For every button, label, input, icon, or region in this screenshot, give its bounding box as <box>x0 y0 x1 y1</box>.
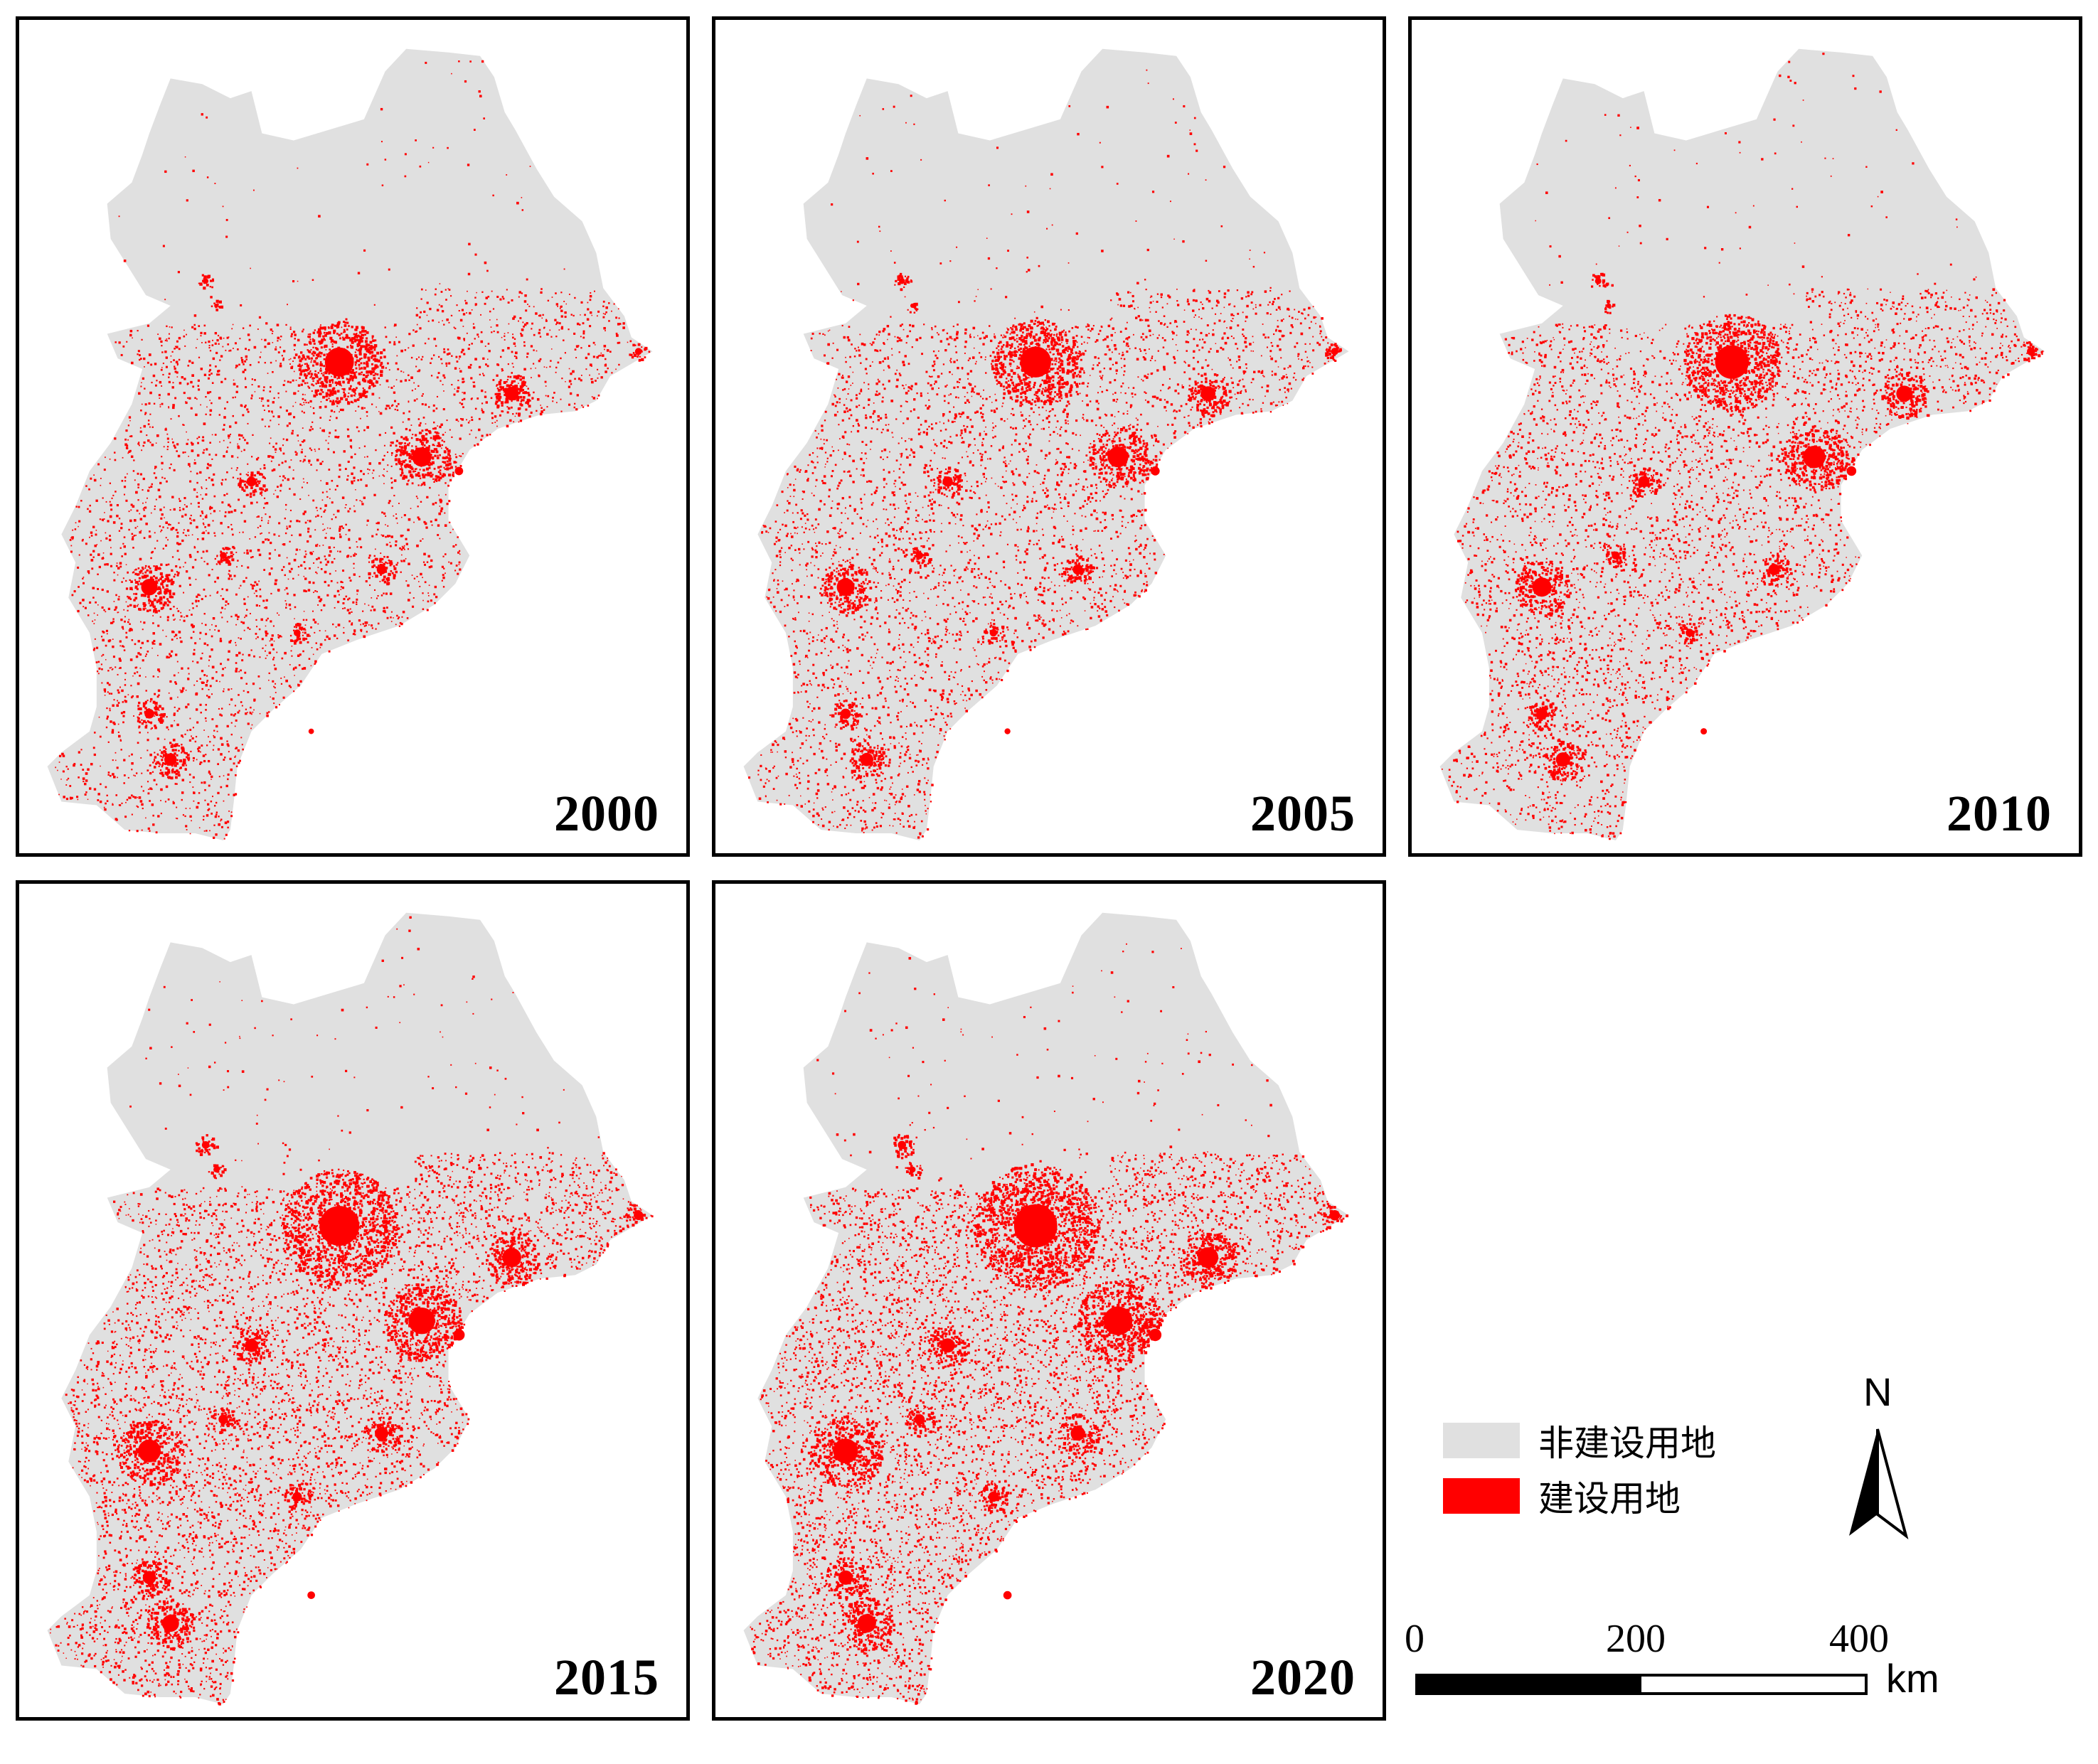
non-built-land-area <box>743 48 1349 840</box>
legend-item-non-built: 非建设用地 <box>1443 1415 1716 1466</box>
region-map <box>47 912 654 1706</box>
legend-swatch-non-built <box>1443 1423 1520 1458</box>
scale-unit: km <box>1886 1655 1939 1701</box>
non-built-land-area <box>47 48 653 840</box>
built-land-pixels <box>750 943 1349 1705</box>
region-map <box>47 48 653 840</box>
panel-year-label: 2020 <box>1250 1648 1356 1707</box>
built-land-pixels <box>1442 53 2044 840</box>
panel-year-label: 2015 <box>554 1648 659 1707</box>
region-map <box>1439 48 2045 840</box>
scale-tick-200: 200 <box>1606 1616 1666 1662</box>
map-panel-2020: 2020 <box>712 880 1386 1721</box>
legend-swatch-built <box>1443 1478 1520 1514</box>
region-map <box>743 48 1349 840</box>
map-panel-2005: 2005 <box>712 16 1386 857</box>
legend-label-non-built: 非建设用地 <box>1538 1415 1716 1466</box>
scale-tick-400: 400 <box>1829 1616 1889 1662</box>
north-label: N <box>1863 1369 1892 1415</box>
panel-year-label: 2000 <box>554 784 659 843</box>
panel-year-label: 2010 <box>1947 784 2052 843</box>
built-land-pixels <box>55 60 651 840</box>
legend-label-built: 建设用地 <box>1538 1470 1681 1522</box>
map-panel-2010: 2010 <box>1408 16 2082 857</box>
scale-tick-0: 0 <box>1405 1616 1425 1662</box>
north-arrow-icon <box>1849 1428 1909 1540</box>
scale-bar <box>1415 1674 1868 1695</box>
built-land-pixels <box>50 916 654 1706</box>
map-panel-2000: 2000 <box>16 16 690 857</box>
legend-item-built: 建设用地 <box>1443 1470 1681 1522</box>
non-built-land-area <box>1439 48 2045 840</box>
non-built-land-area <box>743 912 1349 1704</box>
non-built-land-area <box>47 912 653 1704</box>
panel-year-label: 2005 <box>1250 784 1356 843</box>
region-map <box>743 912 1349 1705</box>
scale-bar-filled-segment <box>1418 1677 1641 1692</box>
map-panel-2015: 2015 <box>16 880 690 1721</box>
built-land-pixels <box>748 69 1342 839</box>
